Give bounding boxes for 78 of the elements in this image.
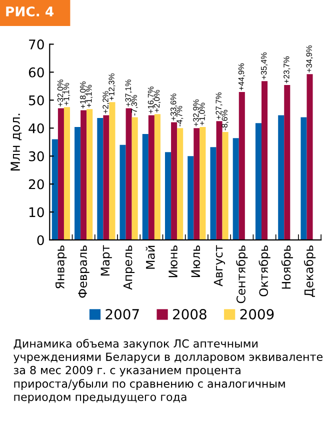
bar: [132, 117, 138, 240]
x-tick-label: Декабрь: [304, 246, 316, 297]
x-tick-label: Апрель: [123, 246, 135, 290]
y-tick-label: 10: [29, 207, 44, 218]
x-tick-label: Октябрь: [258, 246, 270, 296]
y-tick-label: 30: [29, 151, 44, 162]
annotation: +32,9%: [193, 99, 200, 126]
bar: [154, 114, 160, 240]
bar: [284, 85, 290, 240]
bar: [171, 122, 178, 240]
annotation: +37,1%: [125, 80, 132, 106]
bar: [120, 144, 126, 240]
bar: [58, 108, 64, 240]
bar: [300, 117, 307, 240]
x-tick-label: Февраль: [78, 246, 90, 298]
y-tick-label: 60: [28, 67, 44, 78]
bar: [306, 74, 313, 240]
chart-title: РИС. 4: [6, 6, 54, 16]
bar: [210, 147, 216, 240]
annotation: -8,6%: [222, 110, 228, 130]
annotation: +32,0%: [57, 80, 64, 106]
bar: [262, 81, 268, 240]
bar: [80, 110, 87, 240]
x-tick-label: Июнь: [168, 246, 178, 278]
annotation: +16,7%: [148, 86, 155, 114]
annotation: +23,7%: [284, 56, 290, 84]
bar: [52, 139, 58, 240]
annotation: -4,7%: [176, 106, 184, 126]
bar: [126, 108, 132, 240]
annotation: +2,0%: [154, 90, 161, 112]
x-tick-label: Май: [146, 246, 155, 269]
y-axis-title: Млн дол.: [10, 114, 22, 170]
bar: [142, 134, 148, 240]
y-tick-label: 40: [28, 123, 44, 134]
bar: [165, 152, 172, 240]
bar: [232, 138, 239, 240]
annotation: +35,4%: [260, 52, 268, 80]
x-tick-label: Январь: [56, 246, 67, 289]
bar: [74, 126, 81, 240]
legend-label: 2009: [240, 309, 274, 320]
y-tick-label: 0: [37, 235, 44, 246]
annotation: +34,9%: [306, 45, 313, 72]
x-tick-label: Август: [214, 245, 225, 286]
bar: [200, 126, 206, 240]
bar: [86, 109, 93, 240]
annotation: +33,6%: [170, 94, 178, 120]
y-tick-label: 70: [29, 39, 44, 50]
bar: [148, 115, 154, 240]
bar: [278, 115, 284, 240]
bar: [64, 107, 70, 240]
x-tick-label: Июль: [191, 246, 200, 277]
annotation: -7,3%: [131, 95, 138, 116]
bar: [216, 121, 222, 240]
y-tick-label: 50: [29, 95, 44, 106]
legend-label: 2007: [106, 309, 139, 320]
annotation: +18,0%: [80, 82, 87, 108]
bar: [255, 123, 262, 240]
bar: [109, 102, 116, 240]
bar: [238, 92, 245, 240]
annotation: +44,9%: [238, 63, 246, 90]
bar: [177, 128, 184, 240]
annotation: +12,3%: [108, 73, 116, 100]
annotation: +1,0%: [199, 102, 206, 126]
bar: [222, 132, 228, 240]
legend-label: 2008: [173, 309, 206, 320]
bar: [194, 128, 200, 240]
bar: [103, 115, 110, 240]
x-tick-label: Ноябрь: [281, 246, 293, 289]
bar: [188, 156, 194, 240]
annotation: +27,7%: [216, 92, 222, 120]
annotation: +1,1%: [86, 84, 93, 108]
x-tick-label: Сентябрь: [236, 246, 248, 304]
annotation: +2,2%: [102, 91, 110, 114]
y-tick-label: 20: [28, 179, 44, 190]
annotation: +1,1%: [63, 82, 70, 106]
x-tick-label: Март: [100, 245, 112, 276]
bar: [97, 118, 104, 240]
text: Динамика объема закупок ЛС аптечными учреждениями Беларуси в долларовом эквиваленте за 8 мес 2009 г. с указанием процента прироста/убыли по сравнению с аналогичным периодом предыдущего года: [14, 338, 322, 404]
